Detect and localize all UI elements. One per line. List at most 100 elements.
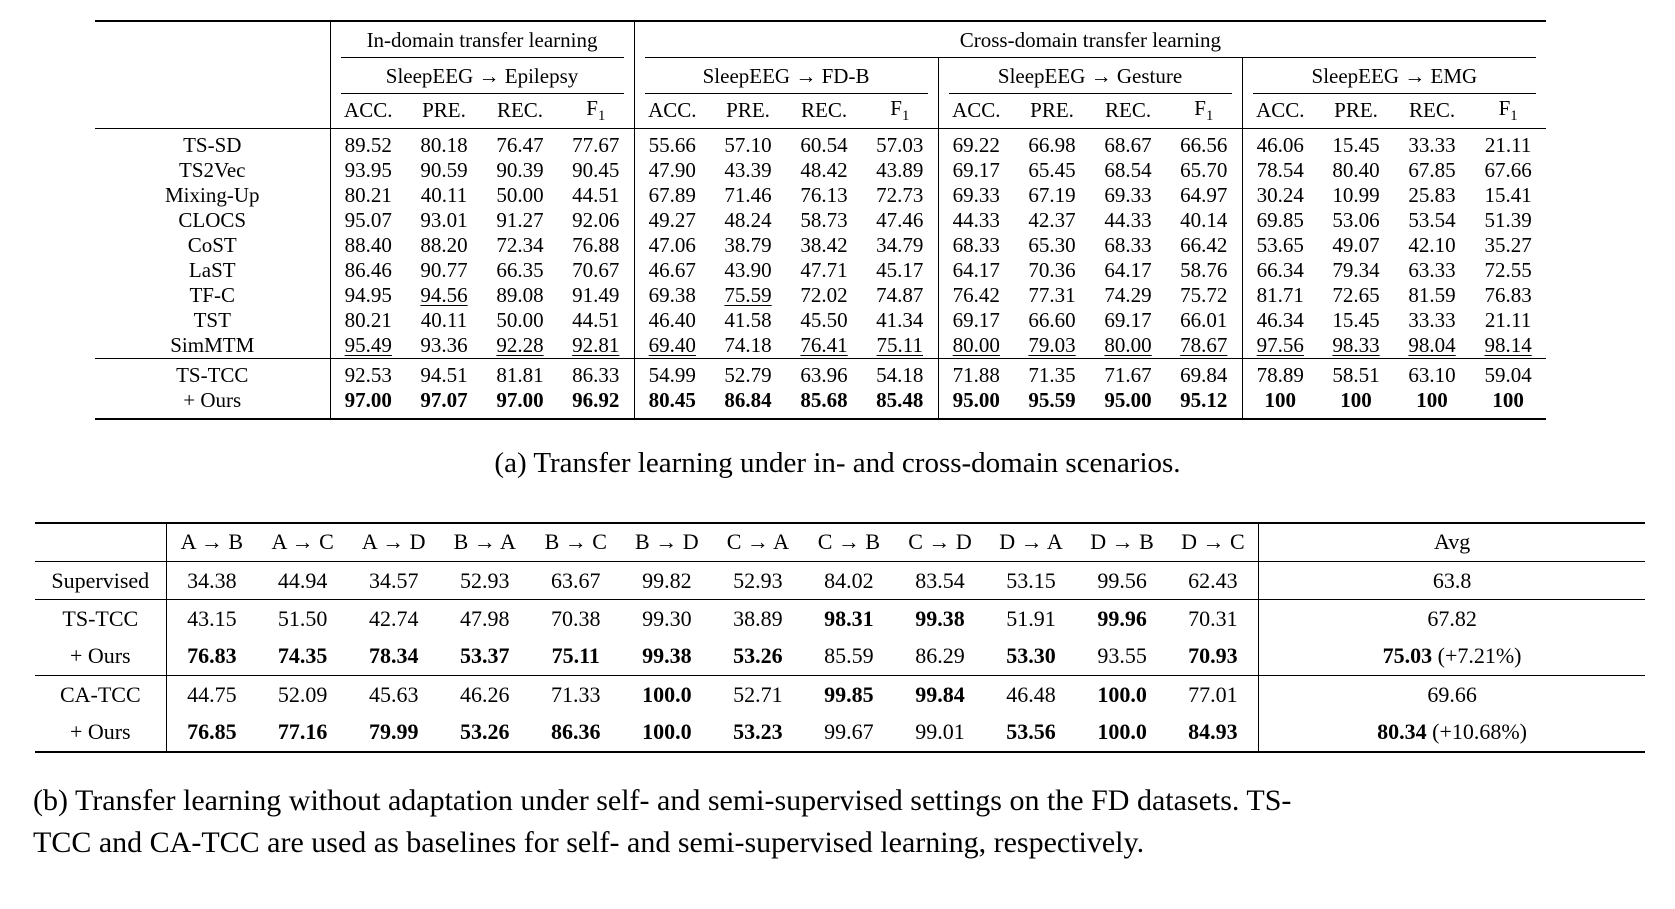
value-cell: 74.87 [876, 282, 924, 307]
value-cell: 100 [1470, 387, 1547, 420]
value-cell: 98.33 [1332, 332, 1380, 357]
row-label: TS-TCC [95, 357, 331, 388]
value-cell: 46.40 [633, 307, 711, 333]
value-cell: 72.55 [1484, 257, 1532, 282]
metric-header: F1 [862, 94, 939, 129]
value-cell: 76.83 [187, 643, 237, 669]
row-label: TS-TCC [35, 599, 167, 638]
value-cell: 85.68 [786, 387, 863, 420]
value-cell: 46.48 [985, 675, 1077, 714]
value-cell: 90.39 [496, 157, 544, 182]
value-cell: 15.41 [1484, 182, 1532, 207]
table-b-caption: (b) Transfer learning without adaptation… [33, 780, 1657, 864]
value-cell: 66.42 [1180, 232, 1228, 257]
stub-cell [95, 20, 331, 129]
metric-row: ACC. PRE. REC. F1 ACC. PRE. REC. F1 ACC. PRE. REC.… [95, 94, 1547, 129]
value-cell: 99.82 [642, 567, 692, 593]
value-cell: 66.35 [496, 257, 544, 282]
value-cell: 44.51 [572, 307, 620, 332]
metric-header: PRE. [710, 94, 787, 129]
value-cell: 99.85 [803, 675, 895, 714]
value-cell: 98.14 [1484, 332, 1532, 357]
value-cell: 71.35 [1014, 357, 1091, 388]
value-cell: 58.51 [1318, 357, 1395, 388]
value-cell: 69.85 [1241, 207, 1319, 233]
value-cell: 78.54 [1241, 157, 1319, 183]
row-label: LaST [95, 257, 331, 283]
value-cell: 52.09 [257, 675, 349, 714]
metric-header: ACC. [329, 94, 406, 129]
value-cell: 51.91 [985, 599, 1077, 638]
value-cell: 97.00 [329, 387, 406, 420]
transfer-learning-table: In-domain transfer learning Cross-domain … [95, 20, 1547, 420]
value-cell: 80.18 [420, 132, 468, 157]
value-cell: 40.11 [420, 182, 468, 207]
value-cell: 69.84 [1166, 357, 1243, 388]
value-cell: 21.11 [1484, 307, 1532, 332]
value-cell: 47.90 [633, 157, 711, 183]
value-cell: 52.79 [710, 357, 787, 388]
value-cell: 49.07 [1332, 232, 1380, 257]
value-cell: 95.00 [937, 387, 1015, 420]
value-cell: 43.90 [724, 257, 772, 282]
value-cell: 92.81 [572, 332, 620, 357]
value-cell: 92.06 [572, 207, 620, 232]
value-cell: 71.67 [1090, 357, 1167, 388]
value-cell: 60.54 [800, 132, 848, 157]
value-cell: 67.19 [1028, 182, 1076, 207]
value-cell: 66.98 [1028, 132, 1076, 157]
value-cell: 25.83 [1408, 182, 1456, 207]
value-cell: 81.59 [1408, 282, 1456, 307]
value-cell: 94.51 [406, 357, 482, 388]
table-row: Supervised 34.38 44.94 34.57 52.93 63.67 99.82… [35, 561, 1645, 600]
value-cell: 80.21 [329, 307, 406, 333]
value-cell: 80.40 [1332, 157, 1380, 182]
value-cell: 65.45 [1028, 157, 1076, 182]
value-cell: 77.16 [257, 713, 349, 753]
value-cell: 53.56 [985, 713, 1077, 753]
column-group-title: In-domain transfer learning [329, 20, 635, 58]
column-header: D → C [1167, 521, 1259, 562]
column-header: C → D [894, 521, 986, 562]
value-cell: 75.11 [876, 332, 924, 357]
value-cell: 99.56 [1097, 567, 1147, 593]
value-cell: 44.33 [937, 207, 1015, 233]
value-cell: 99.38 [642, 643, 692, 669]
table-row: + Ours 97.00 97.07 97.00 96.92 80.45 86.84 85.6… [95, 387, 1547, 420]
value-cell: 45.50 [800, 307, 848, 332]
value-cell: 38.89 [712, 599, 804, 638]
value-cell: 55.66 [633, 128, 711, 158]
value-cell: 94.95 [329, 282, 406, 308]
value-cell: 49.27 [633, 207, 711, 233]
value-cell: 98.31 [803, 599, 895, 638]
row-label: + Ours [35, 713, 167, 753]
value-cell: 67.89 [633, 182, 711, 208]
table-row: + Ours 76.83 74.35 78.34 53.37 75.11 99.38 53.2… [35, 637, 1645, 676]
value-cell: 53.37 [459, 643, 510, 669]
value-cell: 54.99 [633, 357, 711, 388]
value-cell: 100.0 [621, 675, 713, 714]
value-cell: 33.33 [1408, 307, 1456, 332]
value-cell: 53.26 [733, 643, 783, 669]
value-cell: 47.06 [633, 232, 711, 258]
value-cell: 72.02 [800, 282, 848, 307]
value-cell: 76.13 [800, 182, 848, 207]
value-cell: 75.72 [1180, 282, 1228, 307]
value-cell: 34.57 [368, 567, 419, 593]
value-cell: 40.11 [420, 307, 468, 332]
value-cell: 15.45 [1332, 307, 1380, 332]
value-cell: 76.88 [572, 232, 620, 257]
value-cell: 86.36 [530, 713, 622, 753]
avg-cell: 80.34 (+10.68%) [1258, 713, 1645, 753]
value-cell: 66.01 [1180, 307, 1228, 332]
value-cell: 91.49 [572, 282, 620, 307]
value-cell: 97.07 [406, 387, 482, 420]
value-cell: 93.01 [420, 207, 468, 232]
table-row: Mixing-Up 80.21 40.11 50.00 44.51 67.89 71.46 7… [95, 182, 1546, 208]
value-cell: 76.41 [800, 332, 848, 357]
value-cell: 48.42 [800, 157, 848, 182]
row-label: TS2Vec [95, 157, 331, 183]
value-cell: 46.34 [1241, 307, 1319, 333]
value-cell: 52.71 [712, 675, 804, 714]
value-cell: 92.53 [329, 357, 406, 388]
